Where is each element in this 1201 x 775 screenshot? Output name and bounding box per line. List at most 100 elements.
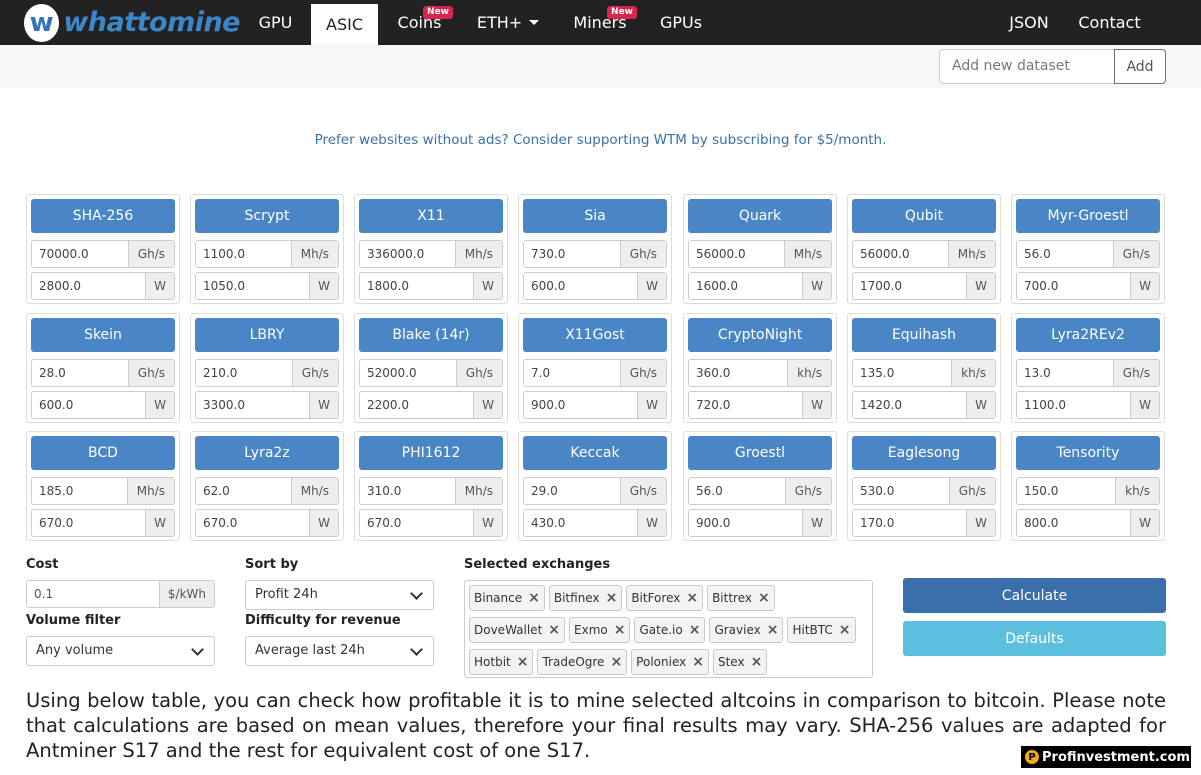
algorithm-toggle-button[interactable]: Quark <box>688 199 832 233</box>
power-value[interactable]: 2200.0 <box>360 392 474 418</box>
algorithm-toggle-button[interactable]: X11 <box>359 199 503 233</box>
cost-field[interactable]: 0.1 $/kWh <box>26 580 215 608</box>
hashrate-field[interactable]: 530.0 Gh/s <box>852 477 996 505</box>
sort-by-select[interactable]: Profit 24h <box>245 580 434 610</box>
hashrate-value[interactable]: 52000.0 <box>360 360 456 386</box>
hashrate-value[interactable]: 185.0 <box>32 478 127 504</box>
nav-json[interactable]: JSON <box>994 0 1064 45</box>
hashrate-value[interactable]: 135.0 <box>853 360 952 386</box>
power-field[interactable]: 670.0 W <box>359 509 503 537</box>
hashrate-value[interactable]: 336000.0 <box>360 241 455 267</box>
nav-asic[interactable]: ASIC <box>311 4 378 45</box>
algorithm-toggle-button[interactable]: Groestl <box>688 436 832 470</box>
power-field[interactable]: 900.0 W <box>688 509 832 537</box>
hashrate-field[interactable]: 56000.0 Mh/s <box>688 240 832 268</box>
hashrate-value[interactable]: 7.0 <box>524 360 620 386</box>
remove-x-icon[interactable]: × <box>692 654 704 670</box>
hashrate-field[interactable]: 310.0 Mh/s <box>359 477 503 505</box>
hashrate-field[interactable]: 29.0 Gh/s <box>523 477 667 505</box>
hashrate-field[interactable]: 185.0 Mh/s <box>31 477 175 505</box>
remove-x-icon[interactable]: × <box>548 622 561 638</box>
power-field[interactable]: 1700.0 W <box>852 272 996 300</box>
power-field[interactable]: 900.0 W <box>523 391 667 419</box>
power-value[interactable]: 1050.0 <box>196 273 310 299</box>
algorithm-toggle-button[interactable]: Scrypt <box>195 199 339 233</box>
power-value[interactable]: 1600.0 <box>689 273 803 299</box>
algorithm-toggle-button[interactable]: Sia <box>523 199 667 233</box>
algorithm-toggle-button[interactable]: X11Gost <box>523 318 667 352</box>
nav-gpu[interactable]: GPU <box>240 0 311 45</box>
power-value[interactable]: 600.0 <box>524 273 638 299</box>
algorithm-toggle-button[interactable]: BCD <box>31 436 175 470</box>
power-field[interactable]: 1420.0 W <box>852 391 996 419</box>
power-field[interactable]: 170.0 W <box>852 509 996 537</box>
defaults-button[interactable]: Defaults <box>903 621 1166 656</box>
power-value[interactable]: 720.0 <box>689 392 803 418</box>
hashrate-field[interactable]: 52000.0 Gh/s <box>359 359 503 387</box>
power-value[interactable]: 1700.0 <box>853 273 967 299</box>
algorithm-toggle-button[interactable]: SHA-256 <box>31 199 175 233</box>
hashrate-value[interactable]: 150.0 <box>1017 478 1116 504</box>
hashrate-value[interactable]: 56000.0 <box>689 241 784 267</box>
dataset-input[interactable]: Add new dataset <box>939 49 1115 84</box>
hashrate-field[interactable]: 360.0 kh/s <box>688 359 832 387</box>
power-value[interactable]: 3300.0 <box>196 392 310 418</box>
algorithm-toggle-button[interactable]: Equihash <box>852 318 996 352</box>
hashrate-field[interactable]: 210.0 Gh/s <box>195 359 339 387</box>
hashrate-value[interactable]: 28.0 <box>32 360 128 386</box>
hashrate-value[interactable]: 1100.0 <box>196 241 291 267</box>
power-field[interactable]: 430.0 W <box>523 509 667 537</box>
power-value[interactable]: 170.0 <box>853 510 967 536</box>
algorithm-toggle-button[interactable]: Eaglesong <box>852 436 996 470</box>
power-value[interactable]: 800.0 <box>1017 510 1131 536</box>
difficulty-select[interactable]: Average last 24h <box>245 636 434 666</box>
power-field[interactable]: 800.0 W <box>1016 509 1160 537</box>
remove-x-icon[interactable]: × <box>766 622 779 638</box>
power-field[interactable]: 1050.0 W <box>195 272 339 300</box>
hashrate-value[interactable]: 56000.0 <box>853 241 948 267</box>
algorithm-toggle-button[interactable]: CryptoNight <box>688 318 832 352</box>
power-field[interactable]: 600.0 W <box>523 272 667 300</box>
power-value[interactable]: 2800.0 <box>32 273 146 299</box>
hashrate-field[interactable]: 135.0 kh/s <box>852 359 996 387</box>
hashrate-value[interactable]: 530.0 <box>853 478 949 504</box>
remove-x-icon[interactable]: × <box>838 622 851 638</box>
hashrate-value[interactable]: 13.0 <box>1017 360 1113 386</box>
power-value[interactable]: 1420.0 <box>853 392 967 418</box>
calculate-button[interactable]: Calculate <box>903 578 1166 613</box>
hashrate-value[interactable]: 210.0 <box>196 360 292 386</box>
power-field[interactable]: 700.0 W <box>1016 272 1160 300</box>
remove-x-icon[interactable]: × <box>516 654 529 670</box>
exchanges-multiselect[interactable]: Binance × Bitfinex × BitForex × Bittrex × DoveWa… <box>464 580 873 678</box>
hashrate-value[interactable]: 70000.0 <box>32 241 128 267</box>
remove-x-icon[interactable]: × <box>688 622 701 638</box>
add-dataset-button[interactable]: Add <box>1114 49 1166 84</box>
algorithm-toggle-button[interactable]: PHI1612 <box>359 436 503 470</box>
volume-filter-select[interactable]: Any volume <box>26 636 215 666</box>
nav-coins[interactable]: Coins New <box>378 0 461 45</box>
hashrate-value[interactable]: 310.0 <box>360 478 455 504</box>
power-value[interactable]: 670.0 <box>32 510 146 536</box>
brand[interactable]: w whattomine <box>24 0 240 45</box>
algorithm-toggle-button[interactable]: Lyra2z <box>195 436 339 470</box>
power-value[interactable]: 600.0 <box>32 392 146 418</box>
hashrate-field[interactable]: 7.0 Gh/s <box>523 359 667 387</box>
power-field[interactable]: 670.0 W <box>31 509 175 537</box>
hashrate-value[interactable]: 730.0 <box>524 241 620 267</box>
hashrate-value[interactable]: 62.0 <box>196 478 291 504</box>
remove-x-icon[interactable]: × <box>686 590 699 606</box>
nav-miners[interactable]: Miners New <box>555 0 645 45</box>
power-field[interactable]: 1800.0 W <box>359 272 503 300</box>
hashrate-field[interactable]: 56.0 Gh/s <box>688 477 832 505</box>
remove-x-icon[interactable]: × <box>613 622 626 638</box>
algorithm-toggle-button[interactable]: LBRY <box>195 318 339 352</box>
cost-value[interactable]: 0.1 <box>34 587 54 601</box>
hashrate-field[interactable]: 56.0 Gh/s <box>1016 240 1160 268</box>
algorithm-toggle-button[interactable]: Lyra2REv2 <box>1016 318 1160 352</box>
hashrate-value[interactable]: 56.0 <box>1017 241 1113 267</box>
power-value[interactable]: 700.0 <box>1017 273 1131 299</box>
remove-x-icon[interactable]: × <box>610 654 623 670</box>
algorithm-toggle-button[interactable]: Blake (14r) <box>359 318 503 352</box>
hashrate-value[interactable]: 56.0 <box>689 478 785 504</box>
power-field[interactable]: 670.0 W <box>195 509 339 537</box>
